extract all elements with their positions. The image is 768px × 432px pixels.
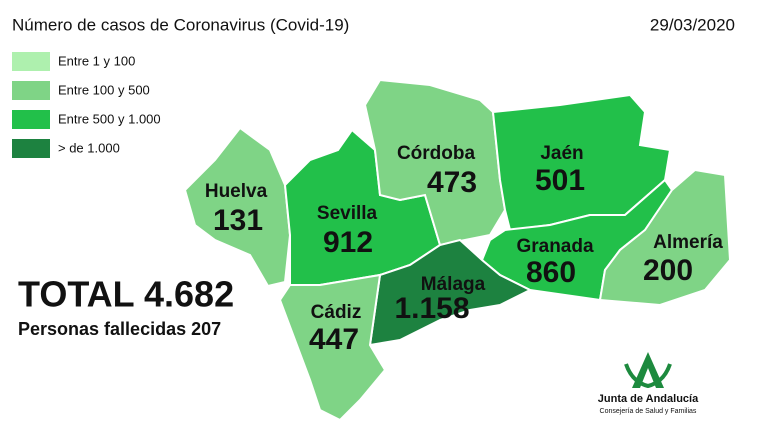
- province-cases: 501: [535, 164, 585, 197]
- legend: Entre 1 y 100 Entre 100 y 500 Entre 500 y …: [12, 52, 161, 158]
- legend-swatch: [12, 139, 50, 158]
- title: Número de casos de Coronavirus (Covid-19…: [12, 15, 349, 34]
- province-name: Jaén: [540, 143, 583, 164]
- logo: Junta de Andalucía Consejería de Salud y…: [598, 352, 699, 415]
- logo-name: Junta de Andalucía: [598, 393, 699, 405]
- province: [363, 78, 507, 247]
- province-name: Sevilla: [317, 203, 378, 224]
- province-cases: 200: [643, 254, 693, 287]
- date: 29/03/2020: [650, 15, 735, 34]
- province-cases: 912: [323, 226, 373, 259]
- legend-swatch: [12, 81, 50, 100]
- legend-label: Entre 1 y 100: [58, 53, 135, 68]
- logo-arc: [624, 363, 672, 389]
- province-name: Córdoba: [397, 143, 476, 164]
- province-name: Huelva: [205, 181, 268, 202]
- province: [368, 238, 533, 347]
- deaths: Personas fallecidas 207: [18, 319, 221, 339]
- province-name: Málaga: [421, 274, 486, 295]
- province-name: Cádiz: [311, 302, 362, 323]
- province: [278, 273, 387, 422]
- province-cases: 1.158: [394, 292, 469, 325]
- logo-mark: [632, 352, 664, 388]
- legend-label: > de 1.000: [58, 140, 120, 155]
- logo-subtitle: Consejería de Salud y Familias: [600, 408, 697, 415]
- province-cases: 447: [309, 323, 359, 356]
- province-cases: 860: [526, 256, 576, 289]
- province-cases: 473: [427, 166, 477, 199]
- legend-swatch: [12, 110, 50, 129]
- province-cases: 131: [213, 204, 263, 237]
- legend-label: Entre 500 y 1.000: [58, 111, 161, 126]
- province-name: Granada: [516, 236, 594, 257]
- province-name: Almería: [653, 232, 723, 253]
- total: TOTAL 4.682: [18, 274, 234, 315]
- province: [598, 168, 732, 307]
- legend-swatch: [12, 52, 50, 71]
- legend-label: Entre 100 y 500: [58, 82, 150, 97]
- province: [183, 126, 292, 288]
